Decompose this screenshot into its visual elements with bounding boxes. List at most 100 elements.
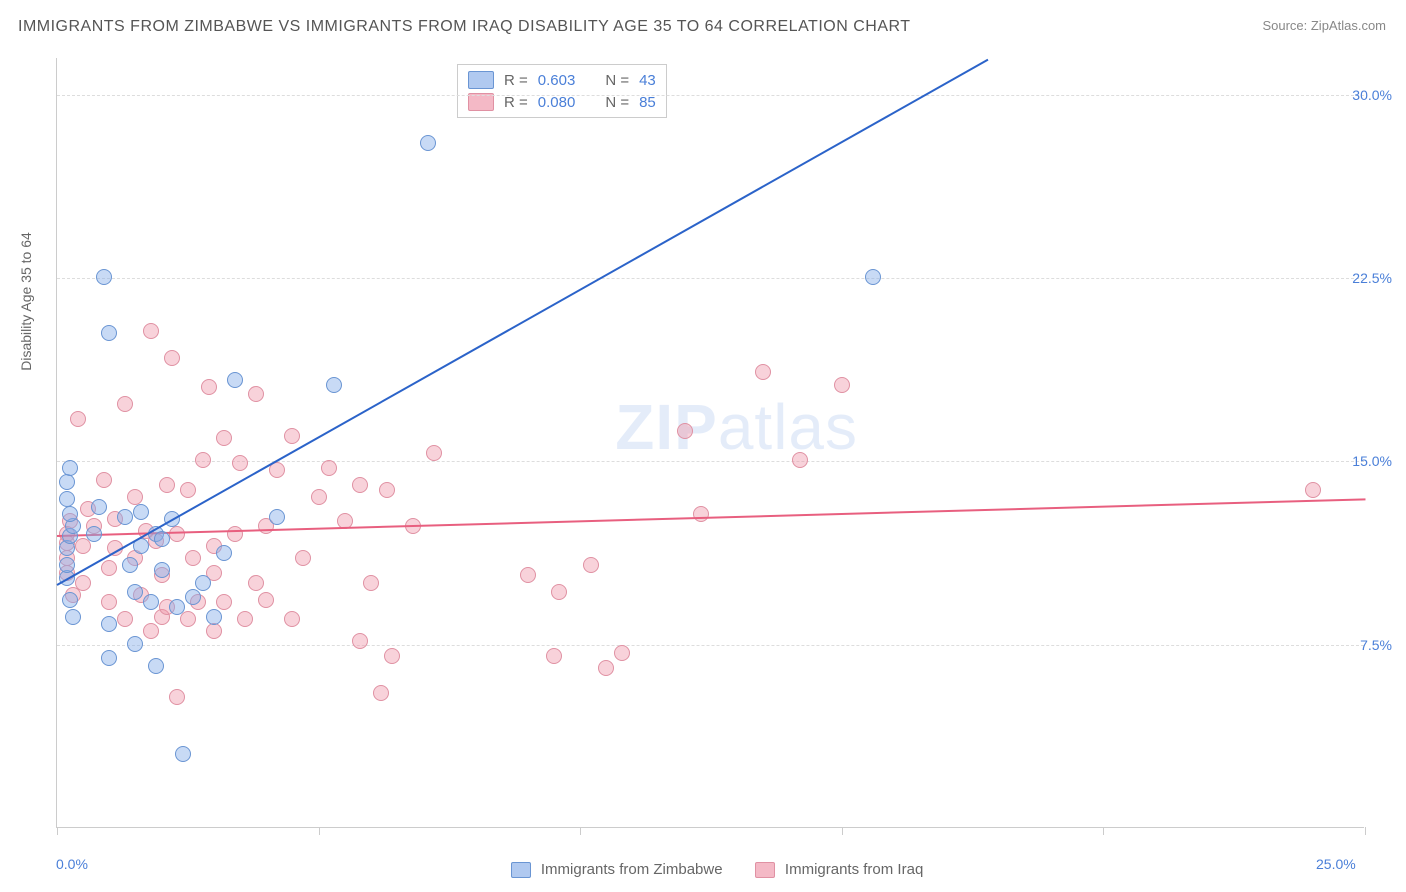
gridline-h (57, 278, 1364, 279)
scatter-point-zimbabwe (185, 589, 201, 605)
scatter-point-iraq (117, 611, 133, 627)
scatter-point-iraq (384, 648, 400, 664)
scatter-point-zimbabwe (122, 557, 138, 573)
scatter-point-iraq (379, 482, 395, 498)
scatter-point-iraq (143, 323, 159, 339)
stats-legend: R = 0.603 N = 43 R = 0.080 N = 85 (457, 64, 667, 118)
y-tick-label: 15.0% (1352, 453, 1392, 469)
scatter-point-iraq (373, 685, 389, 701)
scatter-point-iraq (677, 423, 693, 439)
scatter-point-zimbabwe (101, 325, 117, 341)
y-tick-label: 30.0% (1352, 87, 1392, 103)
scatter-point-zimbabwe (62, 506, 78, 522)
scatter-point-iraq (520, 567, 536, 583)
scatter-point-iraq (546, 648, 562, 664)
scatter-point-zimbabwe (96, 269, 112, 285)
x-tick (1103, 827, 1104, 835)
n-value-iraq: 85 (639, 94, 656, 111)
legend-swatch-zimbabwe-icon (511, 862, 531, 878)
legend-label-zimbabwe: Immigrants from Zimbabwe (541, 861, 723, 878)
scatter-point-iraq (180, 611, 196, 627)
scatter-point-zimbabwe (59, 474, 75, 490)
regression-line-zimbabwe (57, 58, 989, 585)
scatter-point-zimbabwe (420, 135, 436, 151)
scatter-point-iraq (284, 611, 300, 627)
scatter-point-iraq (311, 489, 327, 505)
n-value-zimbabwe: 43 (639, 72, 656, 89)
scatter-point-zimbabwe (865, 269, 881, 285)
source-text: Source: ZipAtlas.com (1262, 18, 1386, 33)
scatter-point-zimbabwe (175, 746, 191, 762)
r-value-iraq: 0.080 (538, 94, 576, 111)
scatter-point-iraq (127, 489, 143, 505)
scatter-point-zimbabwe (227, 372, 243, 388)
scatter-point-iraq (195, 452, 211, 468)
scatter-point-iraq (206, 623, 222, 639)
scatter-point-zimbabwe (62, 592, 78, 608)
scatter-point-iraq (792, 452, 808, 468)
x-tick (1365, 827, 1366, 835)
scatter-point-zimbabwe (127, 584, 143, 600)
scatter-point-zimbabwe (65, 609, 81, 625)
scatter-point-zimbabwe (269, 509, 285, 525)
x-tick (842, 827, 843, 835)
scatter-point-zimbabwe (154, 531, 170, 547)
scatter-point-iraq (227, 526, 243, 542)
scatter-point-iraq (232, 455, 248, 471)
legend-label-iraq: Immigrants from Iraq (785, 861, 923, 878)
x-tick (580, 827, 581, 835)
scatter-point-zimbabwe (59, 491, 75, 507)
scatter-point-zimbabwe (127, 636, 143, 652)
scatter-point-zimbabwe (148, 658, 164, 674)
scatter-point-zimbabwe (206, 609, 222, 625)
r-value-zimbabwe: 0.603 (538, 72, 576, 89)
scatter-point-iraq (216, 430, 232, 446)
scatter-point-zimbabwe (143, 594, 159, 610)
plot-area: ZIPatlas R = 0.603 N = 43 R = 0.080 N = … (56, 58, 1364, 828)
n-label: N = (605, 72, 629, 89)
scatter-point-iraq (284, 428, 300, 444)
swatch-zimbabwe-icon (468, 71, 494, 89)
swatch-iraq-icon (468, 93, 494, 111)
scatter-point-iraq (583, 557, 599, 573)
scatter-point-iraq (598, 660, 614, 676)
scatter-point-iraq (363, 575, 379, 591)
gridline-h (57, 645, 1364, 646)
scatter-point-zimbabwe (91, 499, 107, 515)
scatter-point-iraq (693, 506, 709, 522)
scatter-point-iraq (216, 594, 232, 610)
y-tick-label: 22.5% (1352, 270, 1392, 286)
scatter-point-zimbabwe (101, 616, 117, 632)
x-tick (319, 827, 320, 835)
scatter-point-zimbabwe (133, 504, 149, 520)
scatter-point-iraq (117, 396, 133, 412)
scatter-point-zimbabwe (59, 557, 75, 573)
scatter-point-zimbabwe (101, 650, 117, 666)
scatter-point-iraq (164, 350, 180, 366)
scatter-point-zimbabwe (62, 460, 78, 476)
stats-row-zimbabwe: R = 0.603 N = 43 (468, 69, 656, 91)
regression-line-iraq (57, 498, 1365, 537)
r-label: R = (504, 72, 528, 89)
scatter-point-iraq (237, 611, 253, 627)
scatter-point-iraq (101, 560, 117, 576)
scatter-point-iraq (180, 482, 196, 498)
x-tick (57, 827, 58, 835)
scatter-point-iraq (185, 550, 201, 566)
scatter-point-iraq (551, 584, 567, 600)
scatter-point-iraq (834, 377, 850, 393)
gridline-h (57, 461, 1364, 462)
scatter-point-iraq (321, 460, 337, 476)
scatter-point-zimbabwe (326, 377, 342, 393)
legend-swatch-iraq-icon (755, 862, 775, 878)
n-label: N = (605, 94, 629, 111)
scatter-point-iraq (258, 592, 274, 608)
scatter-point-iraq (169, 689, 185, 705)
scatter-point-iraq (70, 411, 86, 427)
scatter-point-zimbabwe (216, 545, 232, 561)
scatter-point-iraq (101, 594, 117, 610)
scatter-point-iraq (426, 445, 442, 461)
scatter-point-zimbabwe (117, 509, 133, 525)
scatter-point-zimbabwe (169, 599, 185, 615)
scatter-point-iraq (143, 623, 159, 639)
